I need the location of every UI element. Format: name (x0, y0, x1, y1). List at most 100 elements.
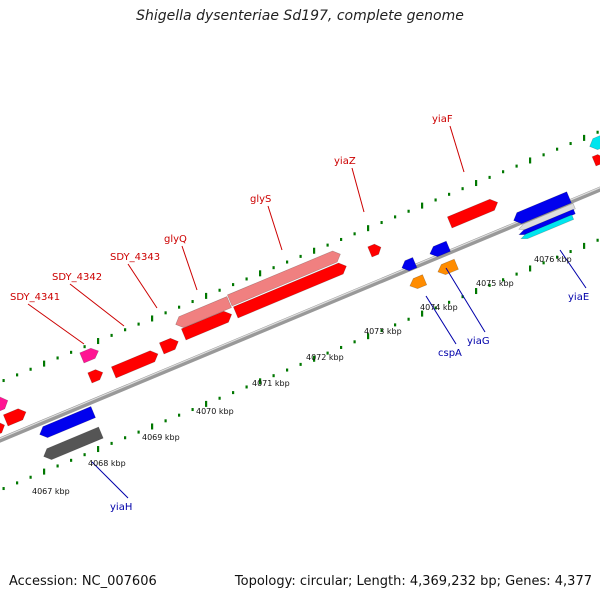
upper-tick-mark (56, 356, 59, 360)
gene-label-sdy_4342: SDY_4342 (52, 272, 102, 283)
gene-label-yiae: yiaE (568, 292, 589, 303)
lower-tick-mark (56, 464, 59, 468)
upper-tick-mark (110, 333, 113, 337)
label-connectors (27, 125, 587, 499)
gene-arrow (437, 258, 459, 276)
lower-tick-mark (434, 306, 437, 310)
upper-tick-mark (542, 153, 545, 157)
upper-tick-mark (286, 260, 289, 264)
kbp-label: 4067 kbp (32, 487, 70, 496)
lower-tick-mark (205, 400, 208, 407)
upper-tick-mark (488, 175, 491, 179)
upper-tick-mark (394, 215, 397, 219)
gene-label-yiag: yiaG (467, 336, 490, 347)
gene-arrow (0, 421, 5, 437)
upper-tick-mark (515, 164, 518, 168)
upper-tick-mark (313, 247, 316, 254)
upper-tick-mark (380, 221, 383, 225)
gene-arrow (520, 214, 575, 239)
gene-arrow (446, 198, 499, 229)
lower-tick-mark (83, 453, 86, 457)
gene-arrow (367, 243, 382, 258)
gene-arrow (110, 350, 159, 379)
label-connector (69, 283, 125, 327)
upper-tick-mark (461, 187, 464, 191)
upper-tick-mark (529, 157, 532, 164)
lower-tick-mark (110, 441, 113, 445)
lower-tick-mark (313, 355, 316, 362)
upper-tick-mark (43, 360, 46, 367)
lower-tick-track (2, 238, 599, 491)
upper-tick-mark (326, 243, 329, 247)
lower-tick-mark (596, 238, 599, 242)
kbp-label: 4070 kbp (196, 407, 234, 416)
upper-tick-mark (583, 134, 586, 141)
kbp-label: 4069 kbp (142, 433, 180, 442)
lower-tick-mark (556, 255, 559, 259)
upper-tick-mark (97, 338, 100, 345)
upper-tick-mark (2, 379, 5, 383)
label-connector (91, 461, 129, 499)
lower-tick-mark (448, 300, 451, 304)
upper-tick-mark (299, 254, 302, 258)
gene-arrow (401, 257, 418, 272)
lower-tick-mark (218, 396, 221, 400)
upper-tick-mark (367, 225, 370, 232)
kbp-label: 4072 kbp (306, 353, 344, 362)
kbp-label: 4075 kbp (476, 279, 514, 288)
lower-tick-mark (421, 310, 424, 317)
gene-label-yiaf: yiaF (432, 114, 453, 125)
lower-tick-mark (488, 283, 491, 287)
gene-arrow (226, 250, 341, 307)
kbp-label: 4073 kbp (364, 327, 402, 336)
upper-tick-mark (259, 270, 262, 277)
gene-arrow (591, 154, 600, 167)
upper-tick-mark (83, 345, 86, 349)
gene-labels: SDY_4341 SDY_4342 SDY_4343 glyQ glyS yiaZ yiaF… (10, 114, 589, 513)
lower-tick-mark (286, 368, 289, 372)
gene-arrow (232, 262, 347, 319)
label-connector (559, 249, 587, 289)
lower-tick-mark (245, 385, 248, 389)
backbone-line (0, 186, 600, 443)
upper-tick-mark (70, 350, 73, 354)
lower-tick-mark (2, 487, 5, 491)
lower-tick-mark (326, 351, 329, 355)
gene-arrow (39, 406, 96, 439)
upper-tick-mark (191, 300, 194, 304)
label-connector (351, 167, 365, 213)
lower-tick-mark (502, 278, 505, 282)
lower-tick-mark (29, 475, 32, 479)
upper-tick-mark (178, 305, 181, 309)
gene-arrow (87, 369, 104, 384)
label-connector (127, 263, 158, 309)
upper-tick-mark (556, 147, 559, 151)
upper-tick-mark (448, 192, 451, 196)
lower-tick-mark (232, 391, 235, 395)
gene-label-glys: glyS (250, 194, 271, 205)
gene-arrow (409, 274, 428, 290)
accession-text: Accession: NC_007606 (9, 574, 157, 589)
upper-tick-mark (137, 322, 140, 326)
lower-tick-mark (97, 446, 100, 453)
lower-tick-mark (542, 261, 545, 265)
kbp-label: 4074 kbp (420, 303, 458, 312)
label-connector (267, 205, 283, 251)
upper-tick-track (2, 130, 599, 383)
lower-tick-mark (380, 329, 383, 333)
gene-arrow (513, 191, 572, 225)
gene-arrow (589, 132, 600, 151)
lower-tick-mark (191, 408, 194, 412)
kbp-label: 4068 kbp (88, 459, 126, 468)
gene-arrow (175, 296, 232, 329)
upper-tick-mark (124, 328, 127, 332)
lower-tick-mark (299, 362, 302, 366)
lower-tick-mark (272, 374, 275, 378)
map-title: Shigella dysenteriae Sd197, complete gen… (136, 8, 464, 24)
upper-tick-mark (245, 277, 248, 281)
gene-arrow (2, 408, 27, 427)
gene-arrow (0, 396, 9, 416)
lower-tick-mark (259, 378, 262, 385)
upper-tick-mark (340, 237, 343, 241)
kbp-labels: 4067 kbp 4068 kbp 4069 kbp 4070 kbp 4071 kbp… (32, 255, 572, 496)
